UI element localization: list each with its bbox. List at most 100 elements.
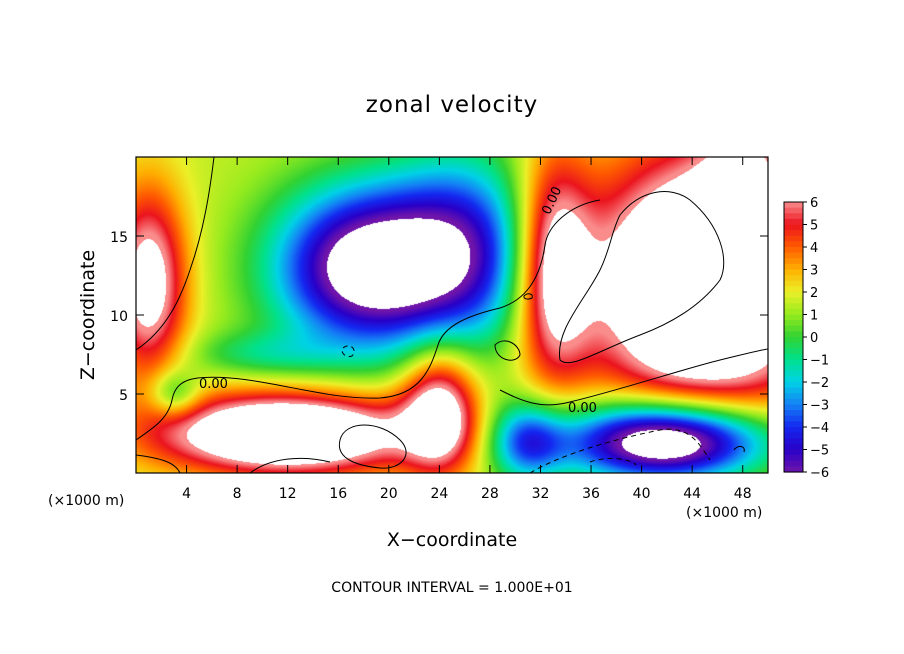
colorbar-swatch <box>784 370 803 377</box>
colorbar-swatch <box>784 410 803 417</box>
colorbar-swatch <box>784 207 803 214</box>
colorbar: 6 5 4 3 2 1 0 −1 −2 −3 −4 −5 −6 <box>783 196 829 481</box>
colorbar-label: 4 <box>810 241 818 256</box>
x-axis-label: X−coordinate <box>387 529 517 551</box>
colorbar-swatch <box>784 218 803 226</box>
colorbar-swatch <box>784 286 803 293</box>
colorbar-swatch <box>784 427 803 434</box>
colorbar-label: 1 <box>810 309 818 324</box>
colorbar-swatch <box>784 353 803 361</box>
colorbar-swatch <box>784 382 803 389</box>
colorbar-label: −3 <box>810 399 829 414</box>
x-tick-label: 24 <box>430 486 448 502</box>
colorbar-labels: 6 5 4 3 2 1 0 −1 −2 −3 −4 −5 −6 <box>803 196 829 481</box>
colorbar-swatch <box>784 235 803 242</box>
colorbar-label: −1 <box>810 354 829 369</box>
contour-big-loop-right <box>558 191 725 364</box>
colorbar-swatch <box>784 202 803 209</box>
contour-lines <box>136 157 768 473</box>
x-tick-label: 8 <box>233 486 242 502</box>
plot-area: 0.00 0.00 0.00 4 8 12 16 20 24 28 32 36 40 44 48 51… <box>110 156 769 502</box>
colorbar-swatch <box>784 449 803 456</box>
colorbar-label: 2 <box>810 286 818 301</box>
colorbar-swatch <box>784 331 803 338</box>
contour-dashed-2 <box>529 428 711 473</box>
contour-zero-lower <box>136 199 601 441</box>
colorbar-swatch <box>784 376 803 383</box>
colorbar-swatch <box>784 241 803 248</box>
contour-bottom-mid <box>249 457 331 473</box>
colorbar-label: 0 <box>810 331 818 346</box>
x-tick-label: 48 <box>734 486 752 502</box>
x-tick-label: 4 <box>182 486 191 502</box>
colorbar-label: −5 <box>810 444 829 459</box>
colorbar-swatch <box>784 303 803 310</box>
x-tick-label: 16 <box>329 486 347 502</box>
x-tick-label: 36 <box>582 486 600 502</box>
colorbar-swatch <box>784 460 803 467</box>
colorbar-swatch <box>784 466 803 473</box>
colorbar-label: 5 <box>810 219 818 234</box>
contour-small-loop-1 <box>494 340 521 361</box>
contour-zero-left <box>136 157 215 351</box>
y-axis-ticks: 5 10 15 <box>110 230 768 404</box>
chart-title: zonal velocity <box>366 92 538 118</box>
colorbar-label: −4 <box>810 421 829 436</box>
contour-dashed-1 <box>341 345 355 357</box>
colorbar-label: 6 <box>810 196 818 211</box>
x-tick-label: 12 <box>279 486 297 502</box>
contour-tiny-loop <box>523 293 533 300</box>
colorbar-swatch <box>784 415 803 422</box>
y-tick-label: 15 <box>110 230 128 246</box>
x-tick-label: 40 <box>633 486 651 502</box>
contour-bottom-blob <box>338 424 407 469</box>
colorbar-swatch <box>784 213 803 220</box>
colorbar-swatch <box>784 297 803 304</box>
colorbar-swatch <box>784 308 803 316</box>
x-tick-label: 44 <box>683 486 701 502</box>
y-axis-label: Z−coordinate <box>77 250 99 380</box>
colorbar-swatch <box>784 275 803 282</box>
contour-tiny-loop-2 <box>733 445 745 453</box>
colorbar-swatch <box>784 359 803 366</box>
colorbar-label: 3 <box>810 264 818 279</box>
colorbar-swatch <box>784 247 803 254</box>
contour-label-2: 0.00 <box>568 401 597 416</box>
x-tick-label: 32 <box>532 486 550 502</box>
colorbar-swatch <box>784 432 803 439</box>
colorbar-swatch <box>784 398 803 406</box>
x-tick-label: 28 <box>481 486 499 502</box>
colorbar-label: −6 <box>810 466 829 481</box>
x-axis-ticks: 4 8 12 16 20 24 28 32 36 40 44 48 <box>182 157 752 502</box>
colorbar-swatch <box>784 230 803 237</box>
contour-bottom-left <box>136 454 181 473</box>
colorbar-swatch <box>784 258 803 265</box>
colorbar-swatch <box>784 443 803 451</box>
colorbar-swatch <box>784 455 803 462</box>
colorbar-swatch <box>784 280 803 287</box>
contour-zero-lower-right <box>499 348 768 406</box>
x-tick-label: 20 <box>380 486 398 502</box>
colorbar-swatch <box>784 269 803 276</box>
contour-label-1: 0.00 <box>199 377 228 392</box>
colorbar-swatch <box>784 337 803 344</box>
colorbar-swatch <box>784 292 803 299</box>
colorbar-swatch <box>784 393 803 400</box>
colorbar-swatch <box>784 404 803 411</box>
colorbar-swatch <box>784 438 803 445</box>
colorbar-swatch <box>784 387 803 394</box>
colorbar-label: −2 <box>810 376 829 391</box>
colorbar-swatch <box>784 348 803 355</box>
colorbar-swatch <box>784 421 803 428</box>
colorbar-swatch <box>784 342 803 349</box>
colorbar-swatch <box>784 224 803 231</box>
y-tick-label: 5 <box>119 388 128 404</box>
z-unit-label: (×1000 m) <box>686 505 762 521</box>
x-unit-label: (×1000 m) <box>48 493 124 509</box>
contour-interval-footer: CONTOUR INTERVAL = 1.000E+01 <box>331 580 572 596</box>
colorbar-swatch <box>784 365 803 372</box>
colorbar-swatch <box>784 263 803 271</box>
colorbar-swatches <box>784 202 803 473</box>
colorbar-swatch <box>784 320 803 327</box>
